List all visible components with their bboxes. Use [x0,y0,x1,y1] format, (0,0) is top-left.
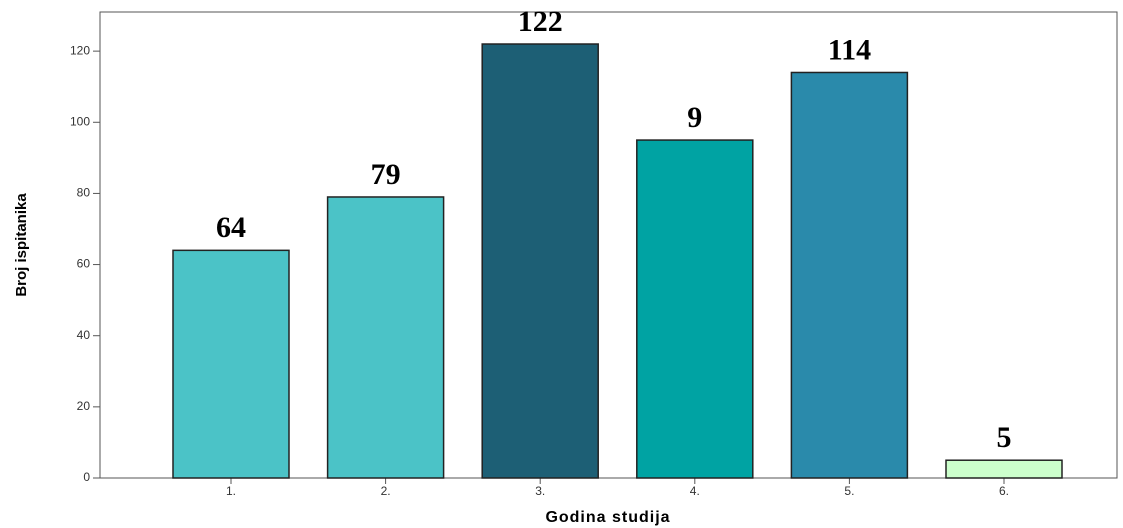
bar [172,249,290,479]
value-label: 5 [997,421,1012,454]
y-axis-label: Broj ispitanika [13,193,30,297]
x-tick-label: 3. [535,484,545,498]
value-label: 64 [216,211,246,244]
x-tick-label: 2. [381,484,391,498]
y-tick-label: 100 [70,114,90,128]
x-tick-label: 4. [690,484,700,498]
y-tick-label: 60 [77,257,91,271]
x-tick-label: 1. [226,484,236,498]
bar [636,139,754,479]
y-tick-label: 40 [77,328,91,342]
x-tick-label: 6. [999,484,1009,498]
y-tick-label: 80 [77,186,91,200]
y-tick-label: 0 [83,470,90,484]
bar [481,43,599,479]
bar [326,196,445,479]
x-tick-label: 5. [844,484,854,498]
value-label: 122 [518,5,563,38]
bar [945,459,1063,479]
x-axis-label: Godina studija [545,509,670,526]
y-tick-label: 120 [70,43,90,57]
value-label: 114 [828,33,871,66]
y-tick-label: 20 [77,399,91,413]
bar [790,71,909,479]
value-label: 9 [687,101,702,134]
plot-frame [99,11,1118,479]
value-label: 79 [371,158,401,191]
